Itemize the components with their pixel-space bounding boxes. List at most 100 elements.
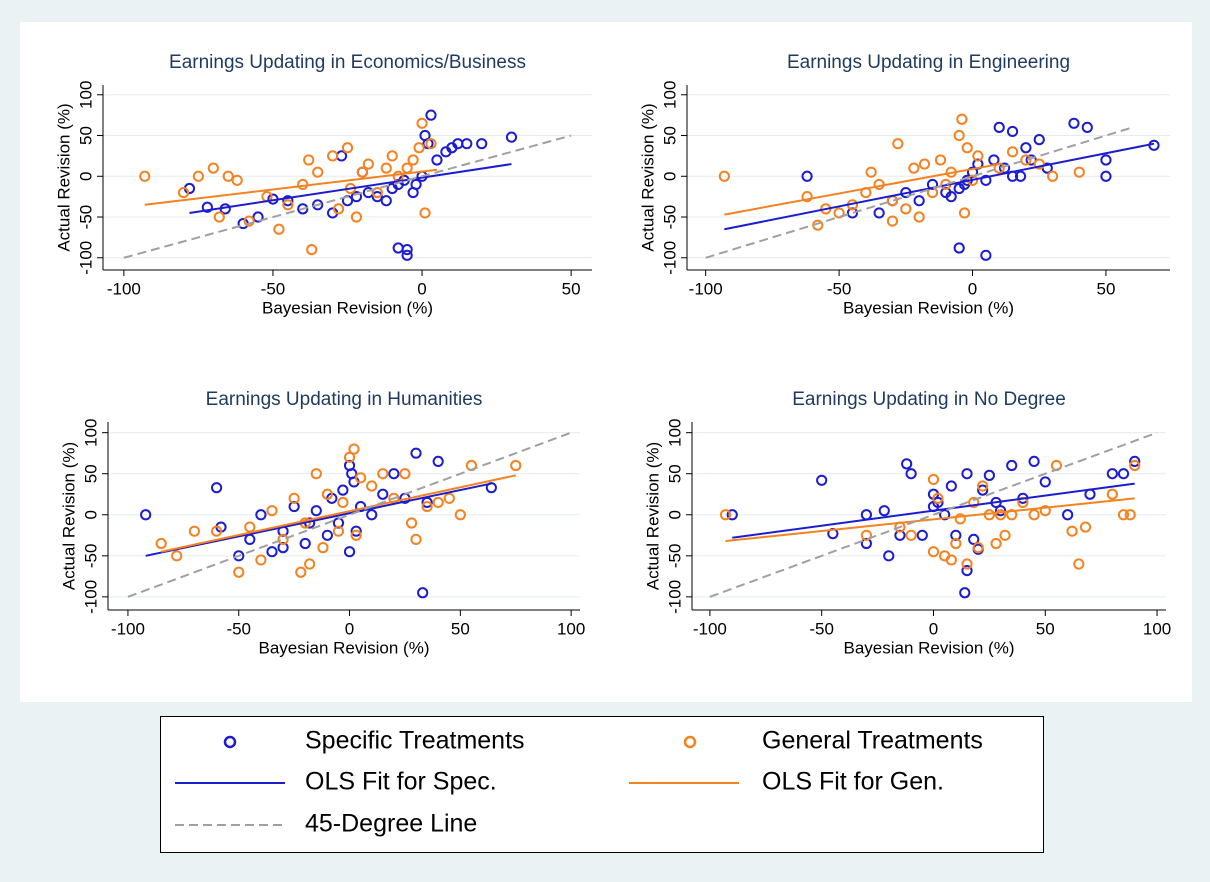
- point: [454, 509, 466, 521]
- point: [140, 509, 152, 521]
- legend-label: OLS Fit for Gen.: [762, 768, 944, 796]
- point: [356, 166, 369, 178]
- point: [993, 121, 1005, 133]
- y-tick-label: 100: [81, 418, 100, 446]
- point: [312, 166, 324, 178]
- point: [959, 587, 971, 599]
- point: [310, 468, 322, 480]
- point: [350, 525, 362, 537]
- point: [1033, 158, 1045, 170]
- point: [377, 468, 389, 480]
- point: [252, 211, 264, 223]
- point: [956, 113, 968, 125]
- point: [188, 525, 201, 537]
- point: [846, 207, 859, 219]
- x-tick-label: 50: [1036, 619, 1055, 638]
- legend: [160, 716, 1044, 853]
- x-tick-label: -50: [226, 619, 251, 638]
- point: [321, 488, 333, 500]
- point: [210, 525, 223, 537]
- point: [726, 509, 738, 521]
- point: [983, 469, 995, 481]
- point: [337, 484, 349, 496]
- point: [1106, 488, 1118, 500]
- point: [366, 480, 378, 492]
- point: [273, 223, 285, 235]
- y-tick-label: 100: [665, 418, 684, 446]
- point: [266, 546, 278, 558]
- point: [892, 138, 904, 150]
- point: [255, 509, 267, 521]
- point: [341, 142, 354, 154]
- point: [343, 451, 356, 463]
- point: [213, 211, 225, 223]
- y-tick-label: 0: [76, 172, 95, 181]
- point: [337, 496, 349, 509]
- point: [243, 215, 255, 227]
- point: [277, 533, 289, 545]
- point: [1073, 558, 1085, 570]
- point: [1117, 468, 1130, 480]
- point: [366, 509, 378, 521]
- point: [297, 203, 309, 215]
- x-tick-label: 50: [1096, 279, 1115, 298]
- point: [432, 496, 444, 509]
- point: [900, 203, 912, 215]
- point: [927, 546, 940, 558]
- point: [192, 170, 205, 182]
- reference-line: [127, 431, 572, 598]
- point: [816, 474, 828, 486]
- reference-line: [709, 431, 1158, 598]
- point: [1006, 146, 1019, 158]
- y-tick-label: 50: [660, 126, 679, 145]
- legend-symbol: [223, 735, 237, 749]
- y-tick-label: 50: [665, 464, 684, 483]
- point: [355, 472, 367, 484]
- point: [266, 505, 278, 517]
- point: [413, 142, 425, 154]
- y-tick-label: -50: [665, 544, 684, 569]
- point: [993, 162, 1005, 174]
- point: [1006, 459, 1018, 472]
- point: [201, 201, 213, 213]
- legend-label: General Treatments: [762, 727, 983, 755]
- point: [961, 558, 973, 570]
- point: [719, 509, 732, 521]
- x-tick-label: -50: [809, 619, 834, 638]
- point: [945, 480, 957, 492]
- point: [410, 447, 422, 459]
- point: [425, 138, 437, 150]
- x-tick-label: 100: [1143, 619, 1171, 638]
- plot-region: [20, 22, 1192, 702]
- point: [425, 109, 437, 121]
- y-tick-label: 100: [660, 81, 679, 109]
- point: [371, 191, 383, 203]
- reference-line: [123, 134, 572, 259]
- point: [913, 211, 925, 223]
- point: [306, 244, 318, 256]
- point: [961, 564, 973, 577]
- x-axis-title: Bayesian Revision (%): [843, 298, 1014, 317]
- point: [999, 529, 1011, 541]
- point: [1014, 170, 1027, 182]
- x-tick-label: 0: [345, 619, 354, 638]
- y-tick-label: 50: [81, 464, 100, 483]
- point: [343, 546, 356, 558]
- point: [155, 537, 167, 550]
- point: [377, 488, 389, 500]
- point: [233, 566, 245, 578]
- fit-line: [160, 474, 516, 553]
- x-tick-label: 0: [417, 279, 426, 298]
- point: [1020, 154, 1032, 166]
- y-tick-label: 100: [76, 81, 95, 109]
- y-axis-title: Actual Revision (%): [643, 442, 662, 590]
- y-tick-label: -50: [76, 205, 95, 230]
- chart-title: Earnings Updating in Engineering: [787, 52, 1070, 73]
- point: [1020, 142, 1032, 154]
- legend-label: 45-Degree Line: [305, 810, 477, 838]
- point: [1073, 166, 1085, 178]
- point: [388, 468, 400, 480]
- point: [972, 542, 984, 554]
- point: [233, 550, 245, 562]
